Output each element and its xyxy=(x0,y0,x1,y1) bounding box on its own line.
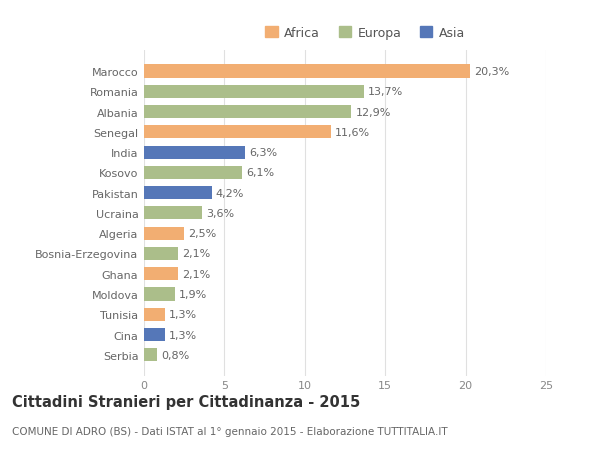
Text: 11,6%: 11,6% xyxy=(335,128,370,138)
Bar xyxy=(144,106,352,119)
Bar xyxy=(144,247,178,260)
Bar xyxy=(144,146,245,159)
Text: 1,9%: 1,9% xyxy=(179,289,207,299)
Text: 2,1%: 2,1% xyxy=(182,269,210,279)
Text: 6,3%: 6,3% xyxy=(250,148,277,158)
Text: 20,3%: 20,3% xyxy=(475,67,509,77)
Text: 2,5%: 2,5% xyxy=(188,229,217,239)
Bar xyxy=(144,308,165,321)
Text: 4,2%: 4,2% xyxy=(215,188,244,198)
Bar xyxy=(144,328,165,341)
Text: 6,1%: 6,1% xyxy=(246,168,274,178)
Text: Cittadini Stranieri per Cittadinanza - 2015: Cittadini Stranieri per Cittadinanza - 2… xyxy=(12,394,360,409)
Bar xyxy=(144,348,157,362)
Legend: Africa, Europa, Asia: Africa, Europa, Asia xyxy=(263,24,467,42)
Bar xyxy=(144,187,212,200)
Text: 3,6%: 3,6% xyxy=(206,208,234,218)
Bar xyxy=(144,288,175,301)
Bar xyxy=(144,227,184,240)
Text: 1,3%: 1,3% xyxy=(169,330,197,340)
Text: 0,8%: 0,8% xyxy=(161,350,189,360)
Bar xyxy=(144,167,242,179)
Text: 1,3%: 1,3% xyxy=(169,309,197,319)
Text: 12,9%: 12,9% xyxy=(355,107,391,118)
Bar xyxy=(144,207,202,220)
Text: COMUNE DI ADRO (BS) - Dati ISTAT al 1° gennaio 2015 - Elaborazione TUTTITALIA.IT: COMUNE DI ADRO (BS) - Dati ISTAT al 1° g… xyxy=(12,426,448,436)
Bar xyxy=(144,85,364,99)
Text: 2,1%: 2,1% xyxy=(182,249,210,259)
Bar xyxy=(144,65,470,78)
Bar xyxy=(144,126,331,139)
Bar xyxy=(144,268,178,280)
Text: 13,7%: 13,7% xyxy=(368,87,404,97)
